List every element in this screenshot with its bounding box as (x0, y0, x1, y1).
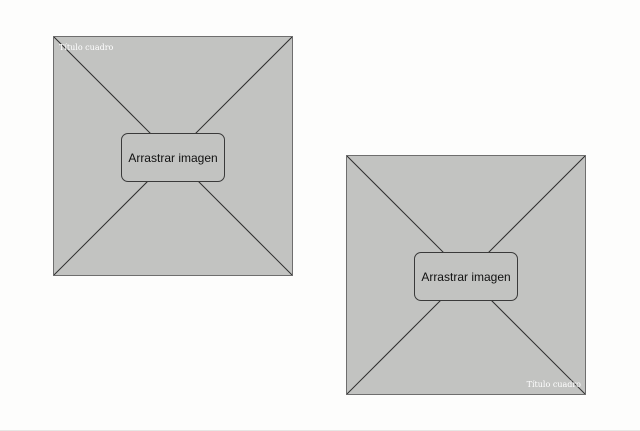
image-frame-2[interactable]: Título cuadro Arrastrar imagen (346, 155, 586, 395)
drag-image-button[interactable]: Arrastrar imagen (414, 252, 518, 301)
frame-title: Título cuadro (526, 380, 581, 389)
frame-title: Título cuadro (59, 43, 114, 52)
image-frame-1[interactable]: Título cuadro Arrastrar imagen (53, 36, 293, 276)
drag-image-button[interactable]: Arrastrar imagen (121, 133, 225, 182)
